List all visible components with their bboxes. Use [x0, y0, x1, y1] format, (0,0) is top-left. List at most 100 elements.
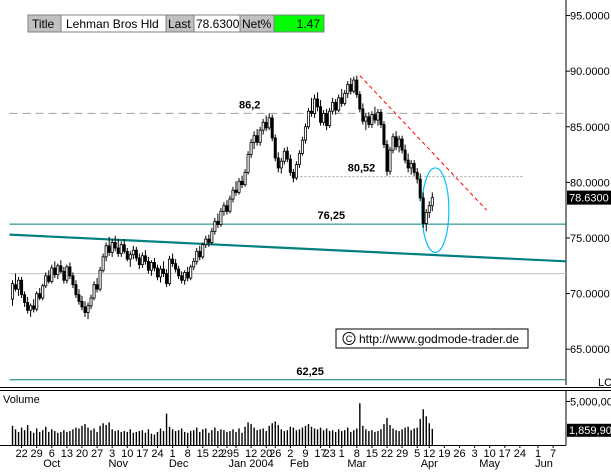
candle-body: [430, 197, 434, 207]
candle-body: [29, 305, 33, 311]
candle-body: [358, 94, 362, 110]
y-tick-label: 75.0000: [570, 233, 610, 245]
candle-body: [125, 250, 129, 260]
title-value: Lehman Bros Hld: [66, 17, 159, 31]
x-day-label: 5: [233, 448, 239, 460]
candle-body: [207, 238, 211, 243]
y-tick-label: 90.0000: [570, 66, 610, 78]
candle-body: [177, 268, 181, 277]
candle-body: [74, 284, 78, 296]
net-value: 1.47: [297, 17, 321, 31]
candle-body: [89, 297, 93, 307]
x-month-label: Nov: [108, 458, 128, 470]
candle-body: [83, 306, 87, 313]
y-tick-label: 95.0000: [570, 11, 610, 23]
candle-body: [14, 284, 18, 290]
x-day-label: 3: [472, 448, 478, 460]
x-day-label: 8: [354, 448, 360, 460]
candle-body: [267, 117, 271, 129]
downtrend-line: [359, 75, 488, 211]
x-day-label: 13: [61, 448, 73, 460]
candle-body: [107, 245, 111, 253]
candle-body: [258, 129, 262, 143]
candle-body: [128, 254, 132, 260]
candle-body: [261, 121, 265, 131]
x-month-label: May: [479, 458, 500, 470]
candle-body: [415, 171, 419, 180]
candle-body: [53, 267, 57, 276]
x-day-label: 10: [484, 448, 496, 460]
candle-body: [155, 267, 159, 278]
trend-line: [9, 233, 567, 263]
copyright-icon: [342, 332, 356, 345]
x-day-label: 29: [396, 448, 408, 460]
candle-body: [322, 113, 326, 123]
last-price-tag-label: 78.6300: [569, 193, 609, 205]
candle-body: [104, 245, 108, 258]
candle-body: [273, 137, 277, 159]
x-day-label: 26: [453, 448, 465, 460]
candle-body: [92, 284, 96, 299]
x-month-label: Feb: [290, 458, 309, 470]
candle-body: [349, 84, 353, 92]
watermark-text[interactable]: http://www.godmode-trader.de: [359, 332, 519, 346]
candle-body: [249, 141, 253, 155]
x-day-label: 15: [197, 448, 209, 460]
candle-body: [364, 116, 368, 122]
candle-body: [192, 260, 196, 268]
candle-layer: [11, 75, 434, 320]
candle-body: [210, 230, 214, 243]
candle-body: [152, 262, 156, 269]
candle-body: [291, 171, 295, 179]
candle-body: [421, 197, 425, 224]
candle-body: [149, 262, 153, 271]
candle-body: [50, 267, 54, 282]
candle-body: [385, 144, 389, 172]
candle-body: [409, 163, 413, 169]
candle-body: [32, 305, 36, 310]
x-day-label: 20: [76, 448, 88, 460]
last-value: 78.6300: [196, 17, 240, 31]
candle-body: [325, 113, 329, 127]
candle-body: [180, 275, 184, 281]
x-day-label: 3: [109, 448, 115, 460]
candle-body: [228, 198, 232, 212]
level-label: 62,25: [296, 366, 324, 378]
copyright-icon-glyph: C: [346, 334, 353, 344]
x-month-label: Dec: [169, 458, 189, 470]
candle-body: [252, 135, 256, 143]
candle-body: [195, 250, 199, 262]
x-day-label: 29: [31, 448, 43, 460]
candle-body: [171, 258, 175, 264]
candle-body: [41, 285, 45, 299]
candle-body: [213, 220, 217, 232]
x-day-label: 17: [314, 448, 326, 460]
candle-body: [110, 242, 114, 253]
candle-body: [101, 256, 105, 271]
volume-layer: [11, 403, 433, 445]
candle-body: [86, 305, 90, 313]
candle-body: [337, 97, 341, 111]
candle-body: [246, 154, 250, 173]
watermark[interactable]: C http://www.godmode-trader.de: [335, 328, 529, 349]
candle-body: [189, 266, 193, 279]
x-day-label: 19: [438, 448, 450, 460]
candle-body: [282, 150, 286, 162]
level-layer: 86,2 80,52 76,25 62,25: [9, 75, 567, 381]
candle-body: [122, 244, 126, 252]
candle-body: [367, 116, 371, 125]
x-month-label: Apr: [421, 458, 438, 470]
candle-body: [255, 135, 259, 143]
candle-body: [343, 93, 347, 104]
candle-body: [237, 180, 241, 193]
candle-body: [231, 189, 235, 200]
candle-body: [309, 110, 313, 114]
candle-body: [62, 270, 66, 281]
level-label: 86,2: [239, 99, 260, 111]
x-day-label: 22: [212, 448, 224, 460]
candle-body: [20, 279, 24, 296]
volume-tick-label: 5,000,00: [570, 396, 611, 408]
candle-body: [95, 284, 99, 290]
